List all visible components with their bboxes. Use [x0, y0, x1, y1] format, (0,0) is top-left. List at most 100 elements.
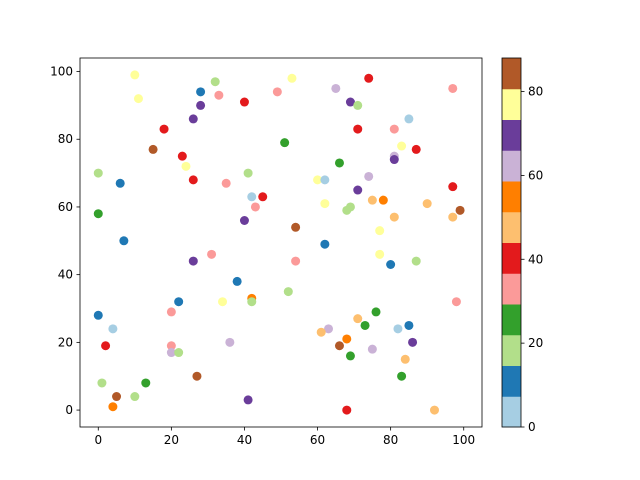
point	[393, 324, 403, 334]
point	[451, 297, 461, 307]
point	[218, 297, 228, 307]
point	[320, 239, 330, 249]
point	[258, 192, 268, 202]
point	[174, 297, 184, 307]
point	[345, 351, 355, 361]
colorbar-band	[502, 365, 521, 397]
point	[93, 209, 103, 219]
point	[353, 124, 363, 134]
point	[371, 307, 381, 317]
point	[101, 341, 111, 351]
point	[353, 314, 363, 324]
point	[280, 138, 290, 148]
point	[411, 256, 421, 266]
colorbar-frame	[501, 57, 522, 428]
point	[133, 94, 143, 104]
point	[334, 158, 344, 168]
point	[239, 215, 249, 225]
point	[188, 114, 198, 124]
colorbar-tick-label: 20	[528, 336, 543, 350]
colorbar-band	[502, 119, 521, 151]
point	[93, 310, 103, 320]
point	[196, 100, 206, 110]
point	[324, 324, 334, 334]
y-tick-label: 60	[58, 200, 73, 214]
point	[188, 256, 198, 266]
point	[93, 168, 103, 178]
point	[342, 405, 352, 415]
colorbar-tick-label: 0	[528, 420, 536, 434]
point	[364, 73, 374, 83]
point	[166, 348, 176, 358]
point	[353, 185, 363, 195]
y-tick-label: 80	[58, 132, 73, 146]
colorbar-tick-label: 40	[528, 252, 543, 266]
point	[239, 97, 249, 107]
point	[316, 327, 326, 337]
point	[397, 141, 407, 151]
point	[166, 307, 176, 317]
point	[360, 320, 370, 330]
point	[148, 144, 158, 154]
colorbar-band	[502, 58, 521, 90]
point	[97, 378, 107, 388]
point	[345, 202, 355, 212]
colorbar-tick-label: 80	[528, 85, 543, 99]
point	[166, 341, 176, 351]
point	[287, 73, 297, 83]
point	[108, 402, 118, 412]
point	[214, 90, 224, 100]
x-tick-label: 40	[237, 433, 252, 447]
point	[177, 151, 187, 161]
point	[210, 77, 220, 87]
point	[331, 83, 341, 93]
point	[389, 124, 399, 134]
point	[119, 236, 129, 246]
point	[130, 392, 140, 402]
colorbar-band	[502, 150, 521, 182]
point	[345, 97, 355, 107]
point	[243, 395, 253, 405]
point	[141, 378, 151, 388]
point	[247, 192, 257, 202]
colorbar-band	[502, 88, 521, 120]
colorbar-band	[502, 242, 521, 274]
point	[181, 161, 191, 171]
point	[448, 212, 458, 222]
point	[404, 114, 414, 124]
point	[313, 175, 323, 185]
y-tick-label: 40	[58, 268, 73, 282]
colorbar-band	[502, 181, 521, 213]
point	[448, 182, 458, 192]
point	[207, 249, 217, 259]
point	[243, 168, 253, 178]
point	[250, 202, 260, 212]
colorbar-band	[502, 396, 521, 428]
point	[404, 320, 414, 330]
point	[342, 334, 352, 344]
point	[389, 155, 399, 165]
point	[364, 171, 374, 181]
colorbar-band	[502, 304, 521, 336]
colorbar-band	[502, 211, 521, 243]
axes-frame	[79, 57, 483, 428]
x-tick-label: 60	[310, 433, 325, 447]
point	[291, 256, 301, 266]
x-tick-label: 100	[452, 433, 475, 447]
point	[291, 222, 301, 232]
point	[196, 87, 206, 97]
point	[272, 87, 282, 97]
point	[411, 144, 421, 154]
colorbar-band	[502, 273, 521, 305]
point	[283, 287, 293, 297]
point	[232, 276, 242, 286]
point	[429, 405, 439, 415]
point	[375, 226, 385, 236]
point	[375, 249, 385, 259]
point	[389, 212, 399, 222]
point	[225, 337, 235, 347]
point	[247, 297, 257, 307]
point	[115, 178, 125, 188]
